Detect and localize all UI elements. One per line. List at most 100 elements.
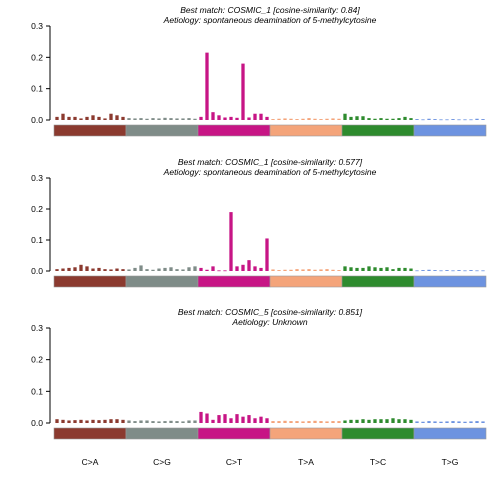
- signature-panel-2: Best match: COSMIC_1 [cosine-similarity:…: [31, 157, 486, 287]
- bar-C>G: [151, 118, 154, 120]
- bar-C>A: [79, 420, 82, 423]
- bar-C>T: [253, 114, 256, 120]
- bar-T>A: [277, 270, 280, 271]
- bar-C>A: [91, 420, 94, 423]
- bar-T>G: [451, 421, 454, 423]
- bar-T>G: [433, 270, 436, 271]
- bar-T>A: [271, 269, 274, 271]
- bar-T>C: [403, 117, 406, 120]
- bar-C>A: [73, 117, 76, 120]
- bar-T>G: [475, 270, 478, 271]
- bar-C>A: [73, 267, 76, 271]
- bar-T>A: [307, 118, 310, 120]
- bar-T>A: [289, 270, 292, 271]
- bar-T>G: [463, 422, 466, 423]
- bar-T>A: [331, 421, 334, 423]
- bar-C>T: [199, 268, 202, 271]
- y-tick-label: 0.2: [31, 204, 43, 214]
- category-label: C>A: [82, 457, 99, 467]
- bar-C>G: [169, 267, 172, 271]
- bar-T>A: [295, 421, 298, 423]
- bar-C>G: [163, 268, 166, 271]
- y-tick-label: 0.2: [31, 52, 43, 62]
- y-tick-label: 0.0: [31, 115, 43, 125]
- bar-C>G: [169, 118, 172, 120]
- y-tick-label: 0.2: [31, 355, 43, 365]
- bar-C>T: [265, 117, 268, 120]
- bar-T>G: [463, 119, 466, 120]
- bar-T>G: [457, 119, 460, 120]
- bar-T>G: [445, 270, 448, 271]
- bar-T>C: [367, 420, 370, 423]
- y-tick-label: 0.0: [31, 418, 43, 428]
- bar-C>A: [85, 117, 88, 120]
- bar-T>C: [397, 118, 400, 120]
- bar-C>T: [229, 117, 232, 120]
- bar-T>C: [349, 420, 352, 423]
- bar-C>G: [127, 420, 130, 423]
- category-strip-T>G: [414, 428, 486, 439]
- bar-T>C: [379, 419, 382, 423]
- chart-title: Best match: COSMIC_1 [cosine-similarity:…: [180, 5, 360, 15]
- category-label: T>G: [442, 457, 459, 467]
- chart-subtitle: Aetiology: Unknown: [231, 317, 307, 327]
- bar-T>G: [445, 421, 448, 423]
- bar-C>T: [211, 420, 214, 423]
- bar-T>C: [391, 418, 394, 423]
- bar-T>G: [439, 270, 442, 271]
- bar-T>G: [481, 270, 484, 271]
- bar-T>C: [355, 268, 358, 271]
- bar-T>A: [337, 270, 340, 271]
- bar-T>G: [475, 119, 478, 120]
- bar-C>G: [187, 267, 190, 271]
- bar-C>T: [229, 212, 232, 271]
- bar-C>A: [85, 420, 88, 423]
- bar-C>T: [235, 118, 238, 120]
- bar-C>T: [235, 266, 238, 271]
- bar-C>A: [73, 420, 76, 423]
- bar-C>T: [217, 270, 220, 271]
- bar-T>C: [355, 420, 358, 423]
- y-tick-label: 0.1: [31, 386, 43, 396]
- category-strip-T>A: [270, 125, 342, 136]
- bar-C>G: [175, 421, 178, 423]
- bar-T>G: [421, 270, 424, 271]
- bar-C>T: [199, 117, 202, 120]
- bar-C>G: [127, 269, 130, 271]
- bar-C>A: [55, 419, 58, 423]
- bar-T>A: [325, 421, 328, 423]
- bar-C>T: [247, 117, 250, 120]
- bar-C>T: [199, 412, 202, 423]
- category-strip-C>A: [54, 276, 126, 287]
- bar-C>A: [103, 118, 106, 120]
- bar-T>C: [403, 419, 406, 423]
- category-label: C>T: [226, 457, 242, 467]
- bar-T>G: [469, 119, 472, 120]
- bar-C>T: [205, 270, 208, 271]
- bar-C>A: [97, 268, 100, 271]
- bar-C>A: [91, 115, 94, 120]
- bar-C>A: [91, 269, 94, 271]
- bar-T>G: [427, 270, 430, 271]
- bar-C>A: [109, 419, 112, 423]
- bar-T>A: [313, 421, 316, 423]
- bar-T>A: [307, 269, 310, 271]
- bar-T>A: [325, 119, 328, 120]
- bar-C>G: [139, 118, 142, 120]
- bar-T>A: [307, 421, 310, 423]
- bar-C>A: [109, 114, 112, 120]
- bar-T>A: [277, 421, 280, 423]
- bar-T>C: [349, 267, 352, 271]
- bar-C>G: [151, 421, 154, 423]
- category-label: T>C: [370, 457, 386, 467]
- bar-C>T: [241, 417, 244, 423]
- bar-T>G: [415, 270, 418, 271]
- bar-T>A: [325, 269, 328, 271]
- bar-C>T: [241, 265, 244, 271]
- bar-T>A: [301, 269, 304, 271]
- bar-C>G: [157, 269, 160, 271]
- bar-C>G: [181, 421, 184, 423]
- bar-C>T: [253, 418, 256, 423]
- bar-T>C: [391, 269, 394, 271]
